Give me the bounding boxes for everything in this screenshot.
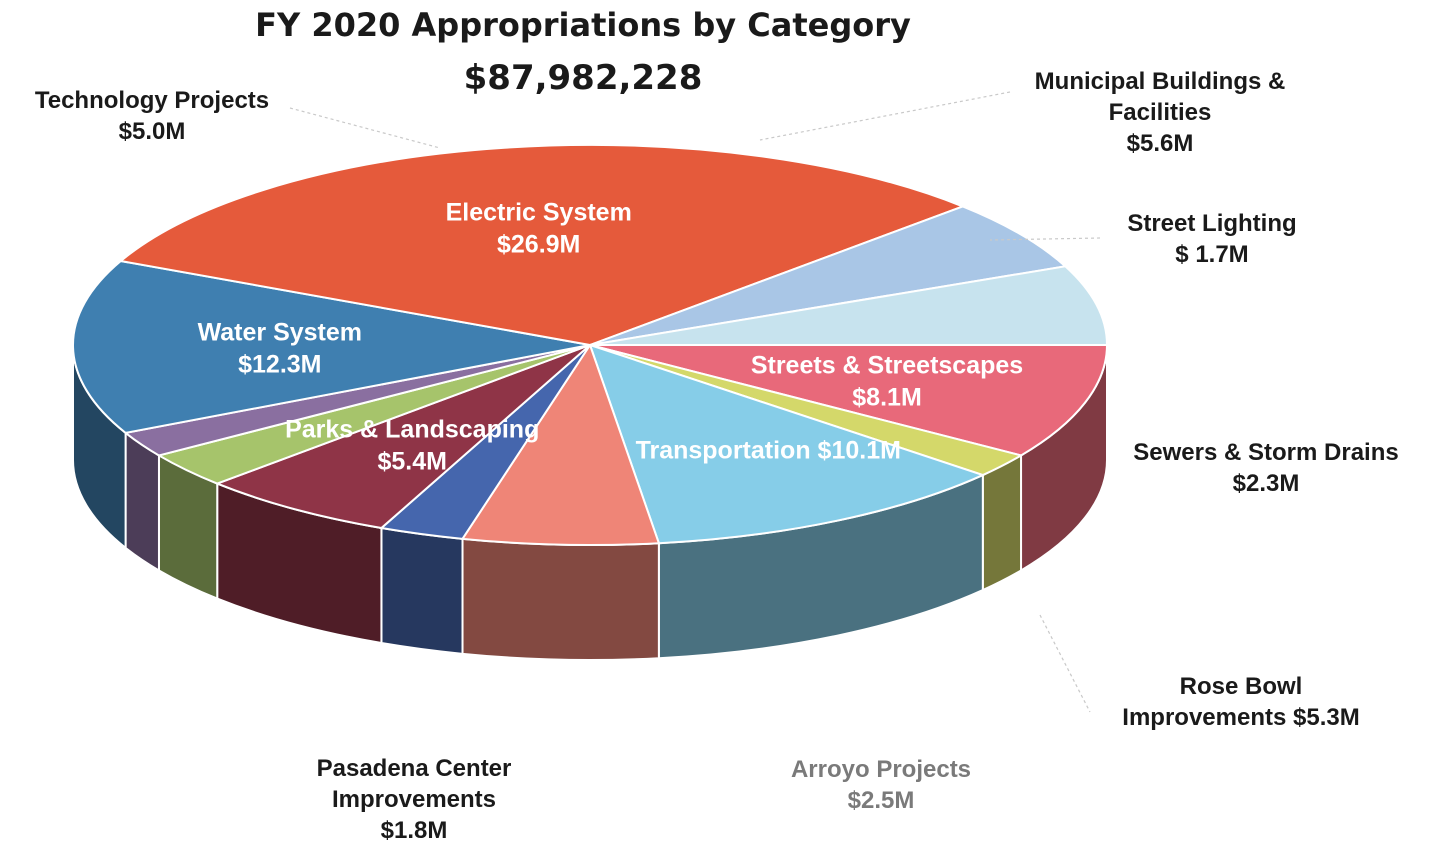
label-rosebowl-name-line1: Rose Bowl — [1179, 673, 1303, 700]
chart-title: FY 2020 Appropriations by Category — [255, 6, 911, 44]
inner-label-water-name: Water System — [198, 318, 362, 346]
label-arroyo-name: Arroyo Projects — [790, 756, 972, 783]
label-street-lighting: Street Lighting $ 1.7M — [1127, 208, 1296, 270]
inner-label-parks-name: Parks & Landscaping — [285, 415, 539, 443]
label-technology-projects: Technology Projects $5.0M — [35, 85, 269, 147]
label-pasadena-name-line2: Improvements — [331, 786, 497, 813]
label-lighting-name: Street Lighting — [1127, 210, 1297, 237]
slice-side-sewers — [380, 526, 464, 655]
label-arroyo: Arroyo Projects $2.5M — [791, 754, 971, 816]
label-municipal-buildings: Municipal Buildings & Facilities $5.6M — [1035, 66, 1286, 159]
slice-side-lighting — [981, 453, 1023, 592]
inner-label-electric-name: Electric System — [446, 199, 632, 227]
label-sewers-value: $2.3M — [1232, 470, 1300, 497]
leader-line — [1039, 614, 1091, 713]
slice-rosebowl — [460, 342, 661, 546]
label-municipal-name-line2: Facilities — [1108, 99, 1212, 126]
inner-label-transportation: Transportation $10.1M — [636, 436, 901, 464]
label-sewers: Sewers & Storm Drains $2.3M — [1133, 437, 1398, 499]
label-rosebowl-value: $5.3M — [1293, 704, 1360, 731]
slice-electric — [118, 144, 966, 347]
pie-top — [72, 144, 1109, 546]
slice-side-rosebowl — [461, 537, 660, 661]
slice-streets — [589, 344, 1109, 457]
label-lighting-value: $ 1.7M — [1175, 241, 1249, 268]
label-sewers-name: Sewers & Storm Drains — [1133, 439, 1399, 466]
pie-sides — [72, 344, 1108, 661]
label-pasadena-value: $1.8M — [380, 817, 448, 844]
pie-inner-labels: Streets & Streetscapes $8.1M Transportatio… — [198, 199, 1024, 476]
leader-line — [289, 107, 441, 149]
inner-label-electric-value: $26.9M — [497, 231, 580, 259]
slice-parks — [214, 344, 591, 530]
leader-line — [989, 237, 1101, 241]
label-municipal-value: $5.6M — [1126, 130, 1194, 157]
leader-line — [759, 91, 1011, 141]
label-pasadena-center: Pasadena Center Improvements $1.8M — [317, 753, 512, 846]
label-technology-name: Technology Projects — [34, 87, 270, 114]
slice-technology — [589, 205, 1068, 346]
label-arroyo-value: $2.5M — [847, 787, 915, 814]
slice-water — [72, 259, 591, 434]
label-pasadena-name-line1: Pasadena Center — [316, 755, 512, 782]
slice-transportation — [588, 343, 986, 545]
label-municipal-name-line1: Municipal Buildings & — [1034, 68, 1286, 95]
inner-label-streets-value: $8.1M — [852, 384, 921, 412]
label-rose-bowl: Rose Bowl Improvements $5.3M — [1122, 671, 1359, 733]
label-technology-value: $5.0M — [118, 118, 186, 145]
label-rosebowl-line2-text: Improvements — [1122, 704, 1287, 731]
inner-label-water-value: $12.3M — [238, 350, 321, 378]
slice-municipal — [589, 265, 1109, 346]
chart-total: $87,982,228 — [463, 58, 703, 98]
inner-label-parks-value: $5.4M — [377, 447, 446, 475]
inner-label-streets-name: Streets & Streetscapes — [751, 352, 1023, 380]
label-rosebowl-name-line2: Improvements $5.3M — [1122, 702, 1359, 733]
